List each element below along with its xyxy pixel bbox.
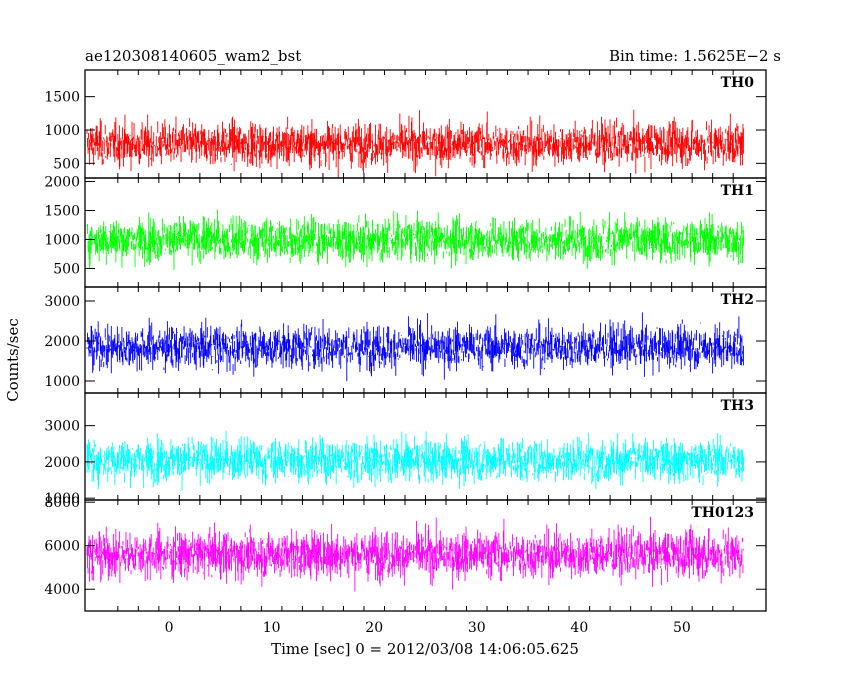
panel-th3: 1000 2000 3000 TH3 xyxy=(44,392,767,507)
x-tick-label: 40 xyxy=(570,620,588,636)
panel-label: TH0 xyxy=(721,75,755,91)
y-tick-label: 1500 xyxy=(44,203,80,219)
series-th3 xyxy=(86,430,744,491)
series-th0123 xyxy=(86,516,744,592)
panel-label: TH2 xyxy=(721,292,754,308)
x-tick-label: 0 xyxy=(165,620,174,636)
x-tick-label: 30 xyxy=(468,620,486,636)
y-tick-label: 6000 xyxy=(44,539,80,555)
y-tick-label: 500 xyxy=(53,261,80,277)
panel-th1: 500 1000 1500 2000 TH1 xyxy=(44,174,767,288)
x-axis-ticks: 0 10 20 30 40 50 xyxy=(165,620,691,636)
panel-th2: 1000 2000 3000 TH2 xyxy=(44,286,767,394)
y-tick-label: 8000 xyxy=(44,495,80,511)
series-th2 xyxy=(86,312,744,382)
y-tick-label: 4000 xyxy=(44,582,80,598)
y-tick-label: 1000 xyxy=(44,491,80,507)
y-tick-label: 2000 xyxy=(44,455,80,471)
series-th0 xyxy=(86,109,744,178)
panel-frame xyxy=(84,286,767,394)
panel-th0123: 4000 6000 8000 TH0123 xyxy=(44,495,767,612)
y-axis-label: Counts/sec xyxy=(4,318,22,402)
y-tick-label: 3000 xyxy=(44,419,80,435)
x-tick-label: 50 xyxy=(673,620,691,636)
y-tick-label: 1000 xyxy=(44,374,80,390)
chart-title: ae120308140605_wam2_bst xyxy=(85,47,301,65)
x-axis-label: Time [sec] 0 = 2012/03/08 14:06:05.625 xyxy=(271,640,579,658)
y-tick-label: 2000 xyxy=(44,334,80,350)
panel-label: TH3 xyxy=(721,398,754,414)
y-tick-label: 2000 xyxy=(44,174,80,190)
y-tick-label: 1000 xyxy=(44,123,80,139)
x-tick-label: 10 xyxy=(263,620,281,636)
y-tick-label: 3000 xyxy=(44,294,80,310)
bin-time-label: Bin time: 1.5625E−2 s xyxy=(609,47,781,65)
panel-label: TH0123 xyxy=(691,505,754,521)
panel-frame xyxy=(84,69,767,179)
panel-th0: 500 1000 1500 TH0 xyxy=(44,69,767,179)
y-tick-label: 1000 xyxy=(44,232,80,248)
panel-label: TH1 xyxy=(721,183,754,199)
y-tick-label: 500 xyxy=(53,156,80,172)
x-tick-label: 20 xyxy=(365,620,383,636)
series-th1 xyxy=(86,209,744,270)
panels-group: 500 1000 1500 TH0 500 1000 1500 2000 TH1 1000 2000… xyxy=(44,69,767,612)
y-tick-label: 1500 xyxy=(44,90,80,106)
